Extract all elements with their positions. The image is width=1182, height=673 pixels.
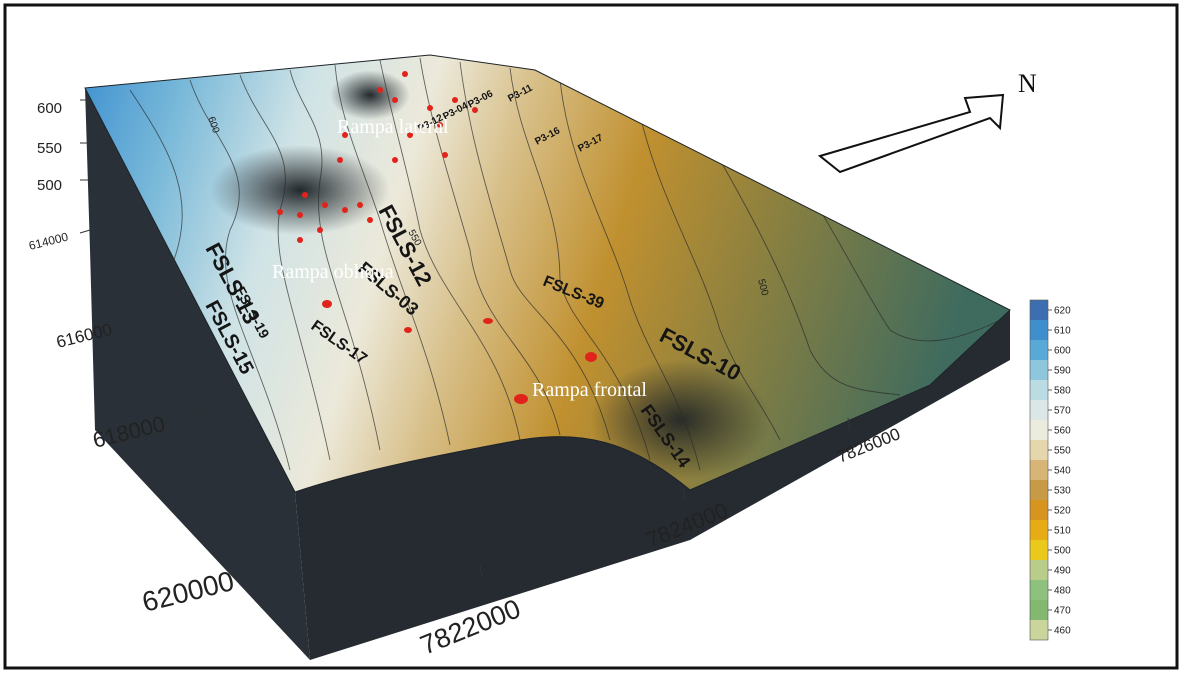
colorbar-swatch xyxy=(1030,480,1048,500)
colorbar-tick-label: 550 xyxy=(1054,446,1071,457)
colorbar-swatch xyxy=(1030,500,1048,520)
colorbar-tick-label: 500 xyxy=(1054,546,1071,557)
elevation-tick: 600 xyxy=(37,100,62,117)
colorbar-tick-label: 530 xyxy=(1054,486,1071,497)
colorbar-tick-label: 540 xyxy=(1054,466,1071,477)
colorbar-swatch xyxy=(1030,520,1048,540)
colorbar-tick-label: 590 xyxy=(1054,366,1071,377)
north-label: N xyxy=(1018,69,1037,98)
annotation-rampa-frontal: Rampa frontal xyxy=(532,379,647,401)
well-points xyxy=(277,71,597,404)
contour-label: 500 xyxy=(755,278,770,297)
colorbar-swatch xyxy=(1030,340,1048,360)
colorbar-tick-label: 560 xyxy=(1054,426,1071,437)
colorbar-tick-label: 480 xyxy=(1054,586,1071,597)
colorbar-swatch xyxy=(1030,380,1048,400)
elevation-tick: 500 xyxy=(37,177,62,194)
colorbar-swatch xyxy=(1030,600,1048,620)
colorbar-tick-label: 520 xyxy=(1054,506,1071,517)
colorbar-tick-label: 470 xyxy=(1054,606,1071,617)
colorbar-swatch xyxy=(1030,440,1048,460)
colorbar-tick-label: 600 xyxy=(1054,346,1071,357)
colorbar-swatch xyxy=(1030,320,1048,340)
colorbar: 620 610 600 590 580 570 560 550 540 530 520 510 500 4… xyxy=(1029,299,1071,641)
figure-border xyxy=(3,3,1179,670)
colorbar-tick-label: 580 xyxy=(1054,386,1071,397)
annotation-rampa-obliqua: Rampa obliqua xyxy=(272,261,394,283)
colorbar-tick-label: 570 xyxy=(1054,406,1071,417)
elevation-axis: 600 550 500 xyxy=(37,99,90,194)
colorbar-swatch xyxy=(1030,420,1048,440)
colorbar-swatch xyxy=(1030,360,1048,380)
colorbar-tick-label: 490 xyxy=(1054,566,1071,577)
annotation-rampa-lateral: Rampa lateral xyxy=(337,116,449,138)
colorbar-swatch xyxy=(1030,540,1048,560)
easting-tick: 620000 xyxy=(139,565,237,618)
colorbar-tick-label: 610 xyxy=(1054,326,1071,337)
colorbar-tick-label: 510 xyxy=(1054,526,1071,537)
colorbar-tick-label: 620 xyxy=(1054,306,1071,317)
block-south-wall xyxy=(295,310,1010,660)
colorbar-swatch xyxy=(1030,400,1048,420)
easting-tick: 614000 xyxy=(27,230,70,253)
colorbar-tick-label: 460 xyxy=(1054,626,1071,637)
colorbar-swatch xyxy=(1030,560,1048,580)
colorbar-swatch xyxy=(1030,460,1048,480)
block-west-wall xyxy=(85,88,310,660)
colorbar-swatch xyxy=(1030,300,1048,320)
elevation-tick: 550 xyxy=(37,140,62,157)
colorbar-swatch xyxy=(1030,580,1048,600)
north-arrow: N xyxy=(817,69,1037,174)
colorbar-swatch xyxy=(1030,620,1048,640)
north-arrow-icon xyxy=(817,93,1005,174)
